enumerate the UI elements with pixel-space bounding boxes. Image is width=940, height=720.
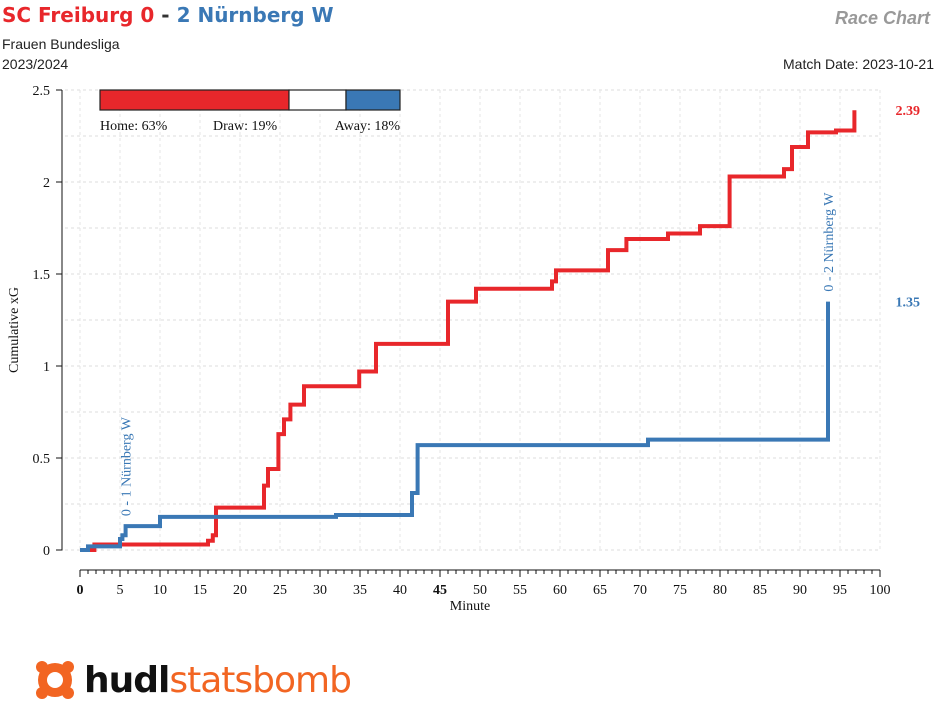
away-final-xg-label: 1.35 — [896, 296, 921, 311]
y-tick-label: 1 — [43, 360, 50, 375]
chart-grid — [65, 89, 881, 551]
x-tick-label: 100 — [870, 583, 891, 598]
home-team-name: SC Freiburg 0 — [2, 3, 155, 27]
x-tick-label: 15 — [193, 583, 207, 598]
x-tick-label: 25 — [273, 583, 287, 598]
x-tick-label: 30 — [313, 583, 327, 598]
hudl-statsbomb-logo-icon — [36, 661, 74, 699]
y-tick-label: 0.5 — [33, 452, 51, 467]
x-tick-label: 10 — [153, 583, 167, 598]
home-final-xg-label: 2.39 — [896, 104, 921, 119]
logo-wordmark-statsbomb: statsbomb — [169, 659, 352, 701]
season: 2023/2024 — [2, 56, 69, 72]
x-tick-label: 65 — [593, 583, 607, 598]
draw-probability-segment — [288, 89, 347, 111]
x-axis-label: Minute — [450, 599, 490, 614]
x-tick-label: 95 — [833, 583, 847, 598]
y-axis-label: Cumulative xG — [7, 287, 22, 373]
away-probability-segment — [345, 89, 401, 111]
chart-axes: 0 0.5 1 1.5 2 2.5 0 5 10 15 20 25 30 35 40 45 50 55 60 65 70… — [33, 84, 891, 598]
chart-series: 2.39 1.35 — [80, 104, 921, 552]
x-tick-label: 60 — [553, 583, 567, 598]
race-chart: 0 0.5 1 1.5 2 2.5 0 5 10 15 20 25 30 35 40 45 50 55 60 65 70… — [7, 84, 921, 614]
x-tick-label: 0 — [77, 583, 84, 598]
chart-annotations: 0 - 1 Nürnberg W 0 - 2 Nürnberg W — [120, 192, 837, 516]
y-tick-label: 0 — [43, 544, 50, 559]
goal-annotation: 0 - 2 Nürnberg W — [822, 192, 837, 292]
y-tick-label: 1.5 — [33, 268, 51, 283]
logo-wordmark: hudlstatsbomb — [84, 659, 352, 701]
y-tick-label: 2.5 — [33, 84, 51, 99]
x-tick-label: 50 — [473, 583, 487, 598]
hudl-statsbomb-logo: hudlstatsbomb — [32, 652, 352, 708]
y-tick-label: 2 — [43, 176, 50, 191]
win-probability-bar: Home: 63% Draw: 19% Away: 18% — [99, 89, 401, 134]
home-xg-line — [80, 110, 857, 552]
x-tick-label: 45 — [433, 583, 447, 598]
title-separator: - — [161, 3, 170, 27]
x-tick-label: 35 — [353, 583, 367, 598]
away-xg-line — [80, 301, 830, 552]
competition-name: Frauen Bundesliga — [2, 36, 120, 52]
x-tick-label: 70 — [633, 583, 647, 598]
match-title: SC Freiburg 0 - 2 Nürnberg W — [2, 3, 334, 27]
home-probability-segment — [99, 89, 290, 111]
x-tick-label: 55 — [513, 583, 527, 598]
home-probability-label: Home: 63% — [100, 119, 168, 134]
away-probability-label: Away: 18% — [335, 119, 401, 134]
away-team-name: 2 Nürnberg W — [176, 3, 334, 27]
chart-type-label: Race Chart — [834, 8, 930, 28]
x-tick-label: 75 — [673, 583, 687, 598]
match-date: Match Date: 2023-10-21 — [783, 56, 934, 72]
draw-probability-label: Draw: 19% — [213, 119, 277, 134]
logo-wordmark-hudl: hudl — [84, 659, 170, 701]
goal-annotation: 0 - 1 Nürnberg W — [120, 416, 135, 516]
x-tick-label: 90 — [793, 583, 807, 598]
x-tick-label: 5 — [117, 583, 124, 598]
x-tick-label: 85 — [753, 583, 767, 598]
x-tick-label: 40 — [393, 583, 407, 598]
x-tick-label: 80 — [713, 583, 727, 598]
x-tick-label: 20 — [233, 583, 247, 598]
